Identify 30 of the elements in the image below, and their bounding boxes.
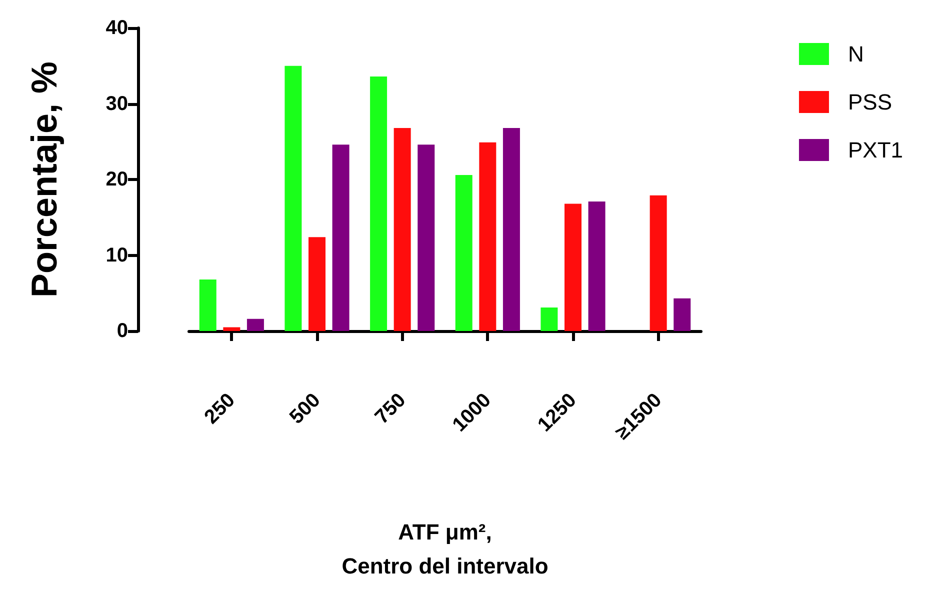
bar bbox=[650, 195, 667, 331]
y-tick-label: 40 bbox=[106, 17, 128, 39]
y-tick-label: 10 bbox=[106, 244, 128, 266]
bar bbox=[308, 237, 326, 331]
legend-label: PSS bbox=[848, 90, 892, 114]
bar bbox=[199, 279, 216, 331]
x-axis-title: ATF μm², Centro del intervalo bbox=[342, 520, 548, 578]
bar bbox=[332, 144, 350, 331]
bar bbox=[370, 76, 388, 331]
bar bbox=[284, 66, 302, 331]
bar bbox=[502, 128, 520, 331]
x-tick-label: 500 bbox=[286, 389, 325, 428]
legend-label: PXT1 bbox=[848, 138, 904, 162]
x-tick-label: 250 bbox=[200, 389, 240, 428]
y-axis-title: Porcentaje, % bbox=[24, 61, 64, 298]
bar bbox=[479, 142, 496, 331]
y-tick-label: 30 bbox=[106, 92, 128, 115]
bar bbox=[246, 318, 264, 331]
bar bbox=[564, 204, 582, 331]
bar bbox=[455, 174, 472, 331]
bar bbox=[394, 128, 411, 331]
x-tick-label: 750 bbox=[370, 389, 410, 428]
y-tick-label: 20 bbox=[106, 168, 128, 190]
bar bbox=[540, 308, 558, 331]
bar bbox=[223, 327, 240, 331]
bar bbox=[588, 201, 606, 331]
legend-label: N bbox=[848, 42, 864, 66]
bar bbox=[674, 298, 691, 331]
bar bbox=[418, 144, 435, 331]
y-tick-label: 0 bbox=[116, 320, 128, 342]
